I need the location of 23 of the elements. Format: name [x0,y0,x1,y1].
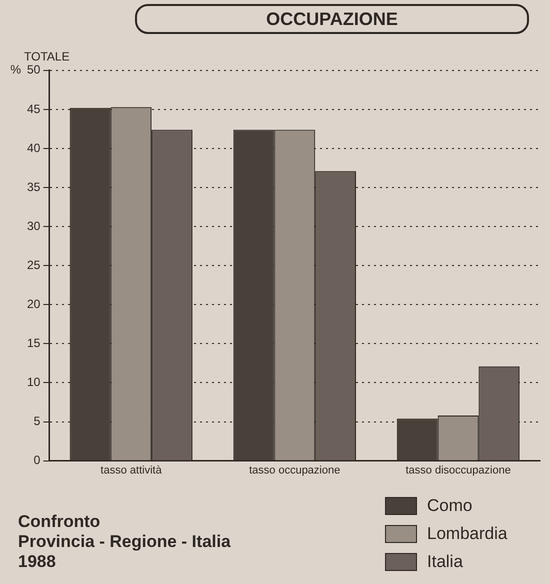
y-tick-label: 0 [34,453,41,468]
y-tick-label: 30 [26,218,41,233]
y-tick-label: 15 [26,336,41,350]
x-tick-label: tasso attività [100,464,163,476]
legend-label: Lombardia [427,524,508,544]
y-tick-label: 5 [34,414,41,428]
text: 1988 [18,552,57,572]
legend-label: Como [427,496,472,516]
text: Provincia - Regione - Italia [18,532,231,552]
y-tick-label: 45 [26,102,41,116]
y-tick-label: 40 [26,140,41,155]
y-axis-title: % [10,62,22,77]
y-tick-label: 50 [26,62,41,77]
y-tick-label: 25 [26,258,41,272]
chart-subtitle: TOTALE [24,50,70,64]
y-tick-label: 20 [26,296,41,311]
x-tick-label: tasso disoccupazione [406,464,511,476]
legend-label: Italia [427,552,463,572]
text: Confronto [18,512,102,532]
y-tick-label: 10 [26,375,41,390]
y-tick-label: 35 [26,180,41,194]
chart-title: OCCUPAZIONE [135,4,529,34]
x-tick-label: tasso occupazione [249,464,340,476]
